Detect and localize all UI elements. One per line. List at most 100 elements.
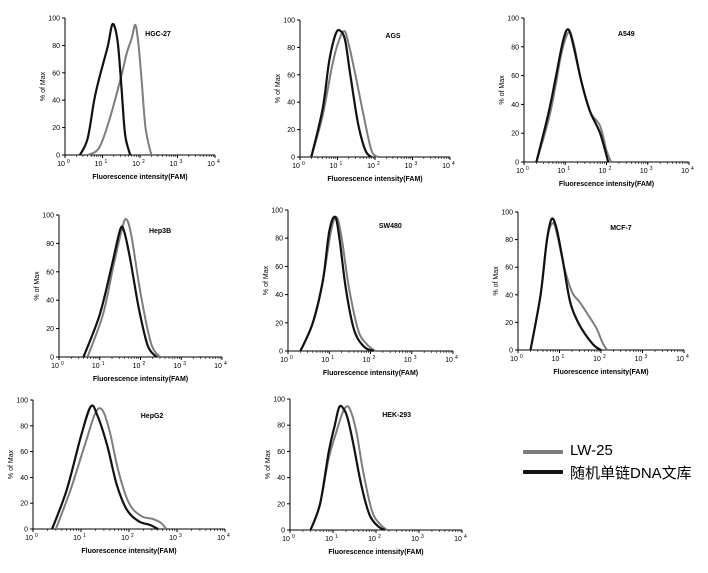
x-tick-exponent: 3: [414, 355, 417, 361]
x-tick-exponent: 3: [415, 161, 418, 167]
x-tick-label: 10: [445, 357, 453, 364]
x-tick-exponent: 0: [526, 166, 529, 172]
x-tick-label: 10: [92, 363, 100, 370]
y-tick-label: 80: [505, 237, 513, 244]
series-line-lw25: [87, 23, 153, 156]
x-tick-label: 10: [510, 356, 518, 363]
y-tick-label: 40: [275, 292, 283, 299]
y-tick-label: 60: [275, 264, 283, 271]
x-tick-exponent: 3: [183, 361, 186, 367]
x-tick-exponent: 0: [35, 533, 38, 539]
y-tick-label: 40: [46, 298, 54, 305]
x-tick-exponent: 4: [224, 361, 227, 367]
x-tick-label: 10: [599, 168, 607, 175]
y-tick-label: 100: [283, 18, 295, 25]
x-tick-label: 10: [321, 357, 329, 364]
x-tick-exponent: 3: [645, 354, 648, 360]
panel-title: HGC-27: [145, 31, 171, 38]
x-tick-label: 10: [681, 168, 689, 175]
x-axis-label: Fluorescence intensity(FAM): [328, 549, 423, 556]
x-axis-label: Fluorescence intensity(FAM): [553, 369, 648, 376]
x-tick-exponent: 2: [378, 534, 381, 540]
x-tick-exponent: 3: [650, 166, 653, 172]
x-tick-label: 10: [173, 363, 181, 370]
x-tick-label: 10: [57, 161, 65, 168]
x-tick-exponent: 3: [180, 159, 183, 165]
panel-title: AGS: [385, 33, 401, 40]
x-tick-label: 10: [217, 535, 225, 542]
y-tick-label: 80: [287, 45, 295, 52]
x-tick-exponent: 1: [83, 533, 86, 539]
x-tick-label: 10: [593, 356, 601, 363]
x-tick-exponent: 2: [609, 166, 612, 172]
y-tick-label: 40: [511, 102, 519, 109]
x-tick-label: 10: [95, 161, 103, 168]
y-axis-label: % of Max: [40, 71, 47, 101]
y-tick-label: 60: [277, 449, 285, 456]
x-tick-label: 10: [454, 536, 462, 543]
y-tick-label: 20: [511, 131, 519, 138]
x-tick-exponent: 3: [179, 533, 182, 539]
x-tick-label: 10: [367, 163, 375, 170]
x-tick-label: 10: [282, 536, 290, 543]
x-tick-exponent: 2: [131, 533, 134, 539]
y-tick-label: 100: [16, 398, 28, 405]
series-line-library: [535, 28, 610, 163]
x-tick-label: 10: [330, 163, 338, 170]
y-tick-label: 80: [277, 423, 285, 430]
x-tick-exponent: 2: [603, 354, 606, 360]
x-tick-label: 10: [676, 356, 684, 363]
y-tick-label: 60: [511, 73, 519, 80]
x-tick-exponent: 4: [691, 166, 694, 172]
x-tick-exponent: 1: [105, 159, 108, 165]
x-tick-label: 10: [133, 363, 141, 370]
x-tick-exponent: 0: [292, 534, 295, 540]
series-line-library: [82, 225, 158, 358]
x-tick-exponent: 3: [421, 534, 424, 540]
x-tick-label: 10: [368, 536, 376, 543]
series-line-library: [529, 217, 602, 351]
x-tick-exponent: 0: [520, 354, 523, 360]
y-tick-label: 20: [287, 127, 295, 134]
y-tick-label: 100: [273, 397, 285, 404]
series-line-lw25: [86, 218, 161, 358]
y-tick-label: 80: [511, 44, 519, 51]
x-tick-exponent: 0: [302, 161, 305, 167]
y-tick-label: 20: [52, 125, 60, 132]
y-tick-label: 60: [287, 72, 295, 79]
x-tick-label: 10: [121, 535, 129, 542]
y-axis-label: % of Max: [8, 449, 15, 479]
x-axis-label: Fluorescence intensity(FAM): [92, 174, 187, 181]
x-tick-exponent: 1: [335, 534, 338, 540]
y-axis-label: % of Max: [275, 73, 282, 103]
legend-label-lw25: LW-25: [570, 442, 613, 459]
series-line-library: [78, 22, 132, 156]
y-tick-label: 20: [46, 326, 54, 333]
x-tick-label: 10: [214, 363, 222, 370]
x-tick-label: 10: [516, 168, 524, 175]
x-tick-exponent: 2: [377, 161, 380, 167]
y-tick-label: 0: [515, 160, 519, 167]
y-tick-label: 100: [271, 208, 283, 215]
y-tick-label: 40: [287, 100, 295, 107]
y-tick-label: 100: [42, 213, 54, 220]
series-line-library: [310, 28, 373, 158]
x-tick-label: 10: [25, 535, 33, 542]
y-tick-label: 20: [20, 501, 28, 508]
x-tick-label: 10: [405, 163, 413, 170]
y-tick-label: 60: [505, 265, 513, 272]
y-axis-label: % of Max: [265, 449, 272, 479]
x-tick-label: 10: [363, 357, 371, 364]
x-tick-exponent: 1: [340, 161, 343, 167]
x-tick-label: 10: [640, 168, 648, 175]
x-tick-label: 10: [557, 168, 565, 175]
y-tick-label: 40: [20, 475, 28, 482]
legend-label-library: 随机单链DNA文库: [570, 465, 692, 482]
x-tick-label: 10: [411, 536, 419, 543]
x-tick-exponent: 0: [67, 159, 70, 165]
